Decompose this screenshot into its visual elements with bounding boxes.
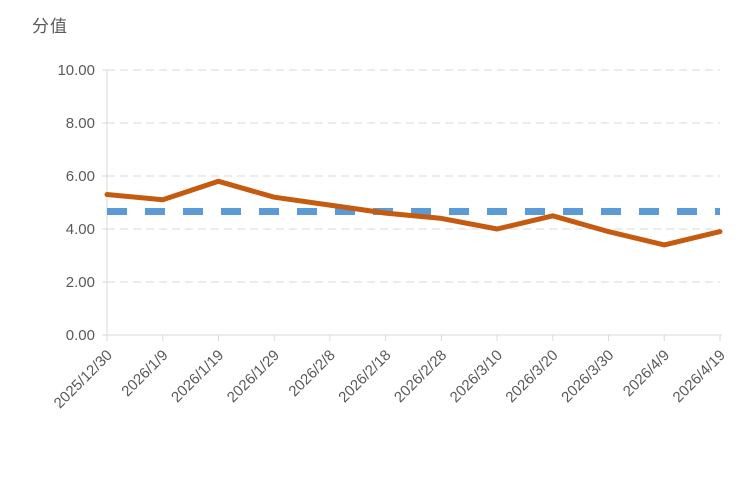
y-axis-label: 8.00 [66, 115, 95, 132]
y-axis-label: 6.00 [66, 168, 95, 185]
chart-title: 分值 [32, 17, 68, 36]
x-axis-label: 2026/2/8 [285, 347, 338, 400]
x-axis-label: 2026/1/19 [168, 347, 227, 406]
x-axis-label: 2026/3/30 [558, 347, 617, 406]
x-axis-label: 2026/2/28 [391, 347, 450, 406]
x-axis-label: 2026/3/20 [502, 347, 561, 406]
y-axis-label: 4.00 [66, 221, 95, 238]
x-axis-label: 2026/3/10 [447, 347, 506, 406]
x-axis-label: 2025/12/30 [51, 347, 116, 412]
x-axis-label: 2026/4/9 [620, 347, 673, 400]
y-axis-label: 10.00 [57, 62, 95, 79]
series-line [104, 178, 723, 248]
x-axis-label: 2026/2/18 [335, 347, 394, 406]
x-axis-label: 2026/4/19 [670, 347, 729, 406]
y-axis-label: 2.00 [66, 274, 95, 291]
x-axis-label: 2026/1/29 [224, 347, 283, 406]
y-axis-label: 0.00 [66, 327, 95, 344]
x-axis-label: 2026/1/9 [118, 347, 171, 400]
